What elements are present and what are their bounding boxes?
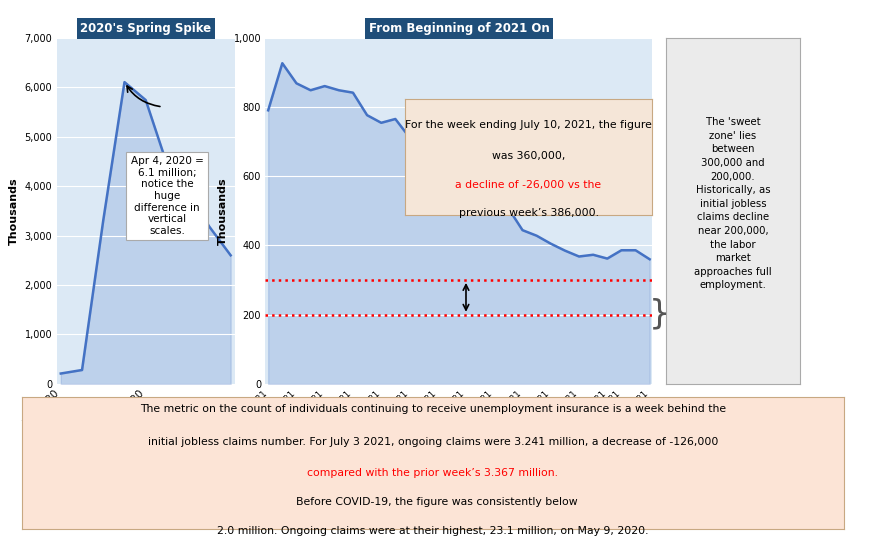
Text: was 360,000,: was 360,000, [491,151,565,161]
Text: previous week’s 386,000.: previous week’s 386,000. [458,208,598,218]
Title: From Beginning of 2021 On: From Beginning of 2021 On [368,22,548,35]
Text: The 'sweet
zone' lies
between
300,000 and
200,000.
Historically, as
initial jobl: The 'sweet zone' lies between 300,000 an… [693,117,771,291]
X-axis label: Month, Day & Year: Month, Day & Year [401,431,516,441]
Text: initial jobless claims number. For July 3 2021, ongoing claims were 3.241 millio: initial jobless claims number. For July … [148,437,717,447]
Text: 2.0 million. Ongoing claims were at their highest, 23.1 million, on May 9, 2020.: 2.0 million. Ongoing claims were at thei… [217,526,647,536]
Text: compared with the prior week’s 3.367 million.: compared with the prior week’s 3.367 mil… [307,468,558,478]
Text: a decline of -26,000 vs the: a decline of -26,000 vs the [455,180,600,190]
Title: 2020's Spring Spike: 2020's Spring Spike [80,22,211,35]
Y-axis label: Thousands: Thousands [218,177,228,244]
Y-axis label: Thousands: Thousands [9,177,19,244]
X-axis label: Month, Day & Year: Month, Day & Year [88,434,203,444]
Text: The metric on the count of individuals continuing to receive unemployment insura: The metric on the count of individuals c… [140,404,725,414]
Text: }: } [648,297,669,331]
Text: For the week ending July 10, 2021, the figure: For the week ending July 10, 2021, the f… [405,120,651,130]
Text: Before COVID-19, the figure was consistently below: Before COVID-19, the figure was consiste… [289,497,576,507]
Text: Apr 4, 2020 =
6.1 million;
notice the
huge
difference in
vertical
scales.: Apr 4, 2020 = 6.1 million; notice the hu… [130,156,203,236]
